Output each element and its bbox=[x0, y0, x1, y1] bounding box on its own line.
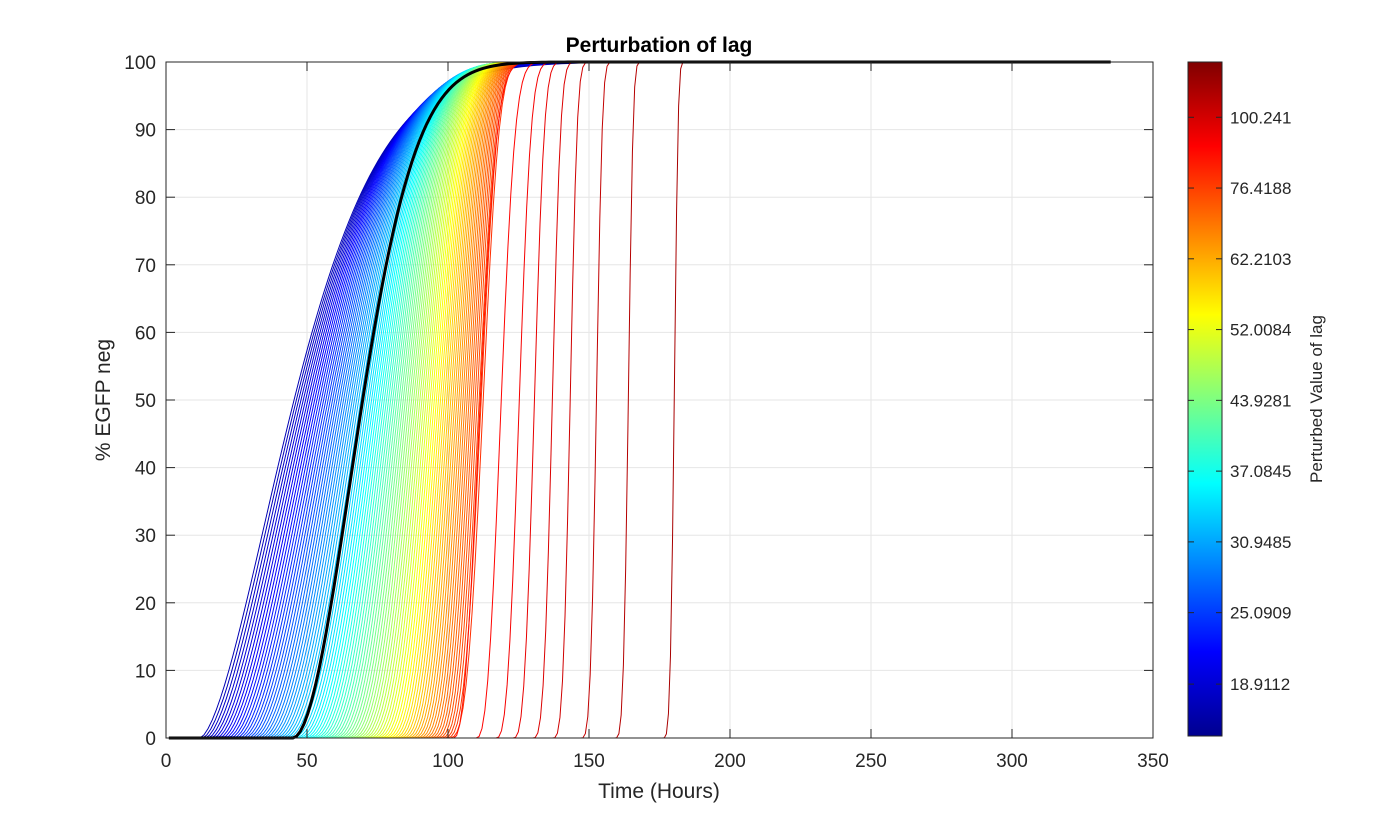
x-tick-label: 100 bbox=[432, 751, 464, 772]
y-tick-label: 70 bbox=[135, 256, 156, 277]
y-tick-label: 60 bbox=[135, 323, 156, 344]
x-tick-label: 150 bbox=[573, 751, 605, 772]
chart-title: Perturbation of lag bbox=[566, 34, 753, 57]
y-tick-label: 20 bbox=[135, 594, 156, 615]
colorbar-tick-label: 30.9485 bbox=[1230, 533, 1291, 552]
colorbar-tick-label: 62.2103 bbox=[1230, 250, 1291, 269]
colorbar-title: Perturbed Value of lag bbox=[1307, 315, 1326, 483]
y-tick-label: 10 bbox=[135, 661, 156, 682]
x-tick-label: 350 bbox=[1137, 751, 1169, 772]
colorbar-tick-label: 25.0909 bbox=[1230, 604, 1291, 623]
colorbar-tick-label: 43.9281 bbox=[1230, 391, 1291, 410]
y-tick-label: 40 bbox=[135, 459, 156, 480]
colorbar-tick-label: 52.0084 bbox=[1230, 321, 1291, 340]
x-tick-label: 250 bbox=[855, 751, 887, 772]
colorbar-tick-label: 18.9112 bbox=[1230, 675, 1290, 694]
y-tick-label: 90 bbox=[135, 121, 156, 142]
axis-ticks bbox=[165, 61, 1154, 739]
x-tick-label: 200 bbox=[714, 751, 746, 772]
y-tick-label: 100 bbox=[124, 53, 156, 74]
colorbar-tick-label: 100.241 bbox=[1230, 108, 1291, 127]
colorbar-tick-label: 37.0845 bbox=[1230, 462, 1291, 481]
x-tick-label: 50 bbox=[296, 751, 317, 772]
x-tick-label: 0 bbox=[161, 751, 172, 772]
colorbar-ticks bbox=[1188, 116, 1222, 685]
colorbar-tick-labels: 18.9112 25.0909 30.9485 37.0845 43.9281 52.00… bbox=[1230, 108, 1291, 694]
y-tick-labels: 0 10 20 30 40 50 60 70 80 90 100 bbox=[124, 53, 156, 750]
y-tick-label: 30 bbox=[135, 526, 156, 547]
x-tick-labels: 0 50 100 150 200 250 300 350 bbox=[161, 751, 1169, 772]
x-axis-title: Time (Hours) bbox=[598, 780, 720, 803]
y-tick-label: 0 bbox=[145, 729, 156, 750]
colorbar-tick-label: 76.4188 bbox=[1230, 179, 1291, 198]
y-tick-label: 80 bbox=[135, 188, 156, 209]
colorbar: 18.9112 25.0909 30.9485 37.0845 43.9281 52.00… bbox=[1187, 61, 1326, 737]
colorbar-gradient bbox=[1187, 61, 1223, 737]
x-tick-label: 300 bbox=[996, 751, 1028, 772]
y-axis-title: % EGFP neg bbox=[92, 339, 115, 461]
y-tick-label: 50 bbox=[135, 391, 156, 412]
